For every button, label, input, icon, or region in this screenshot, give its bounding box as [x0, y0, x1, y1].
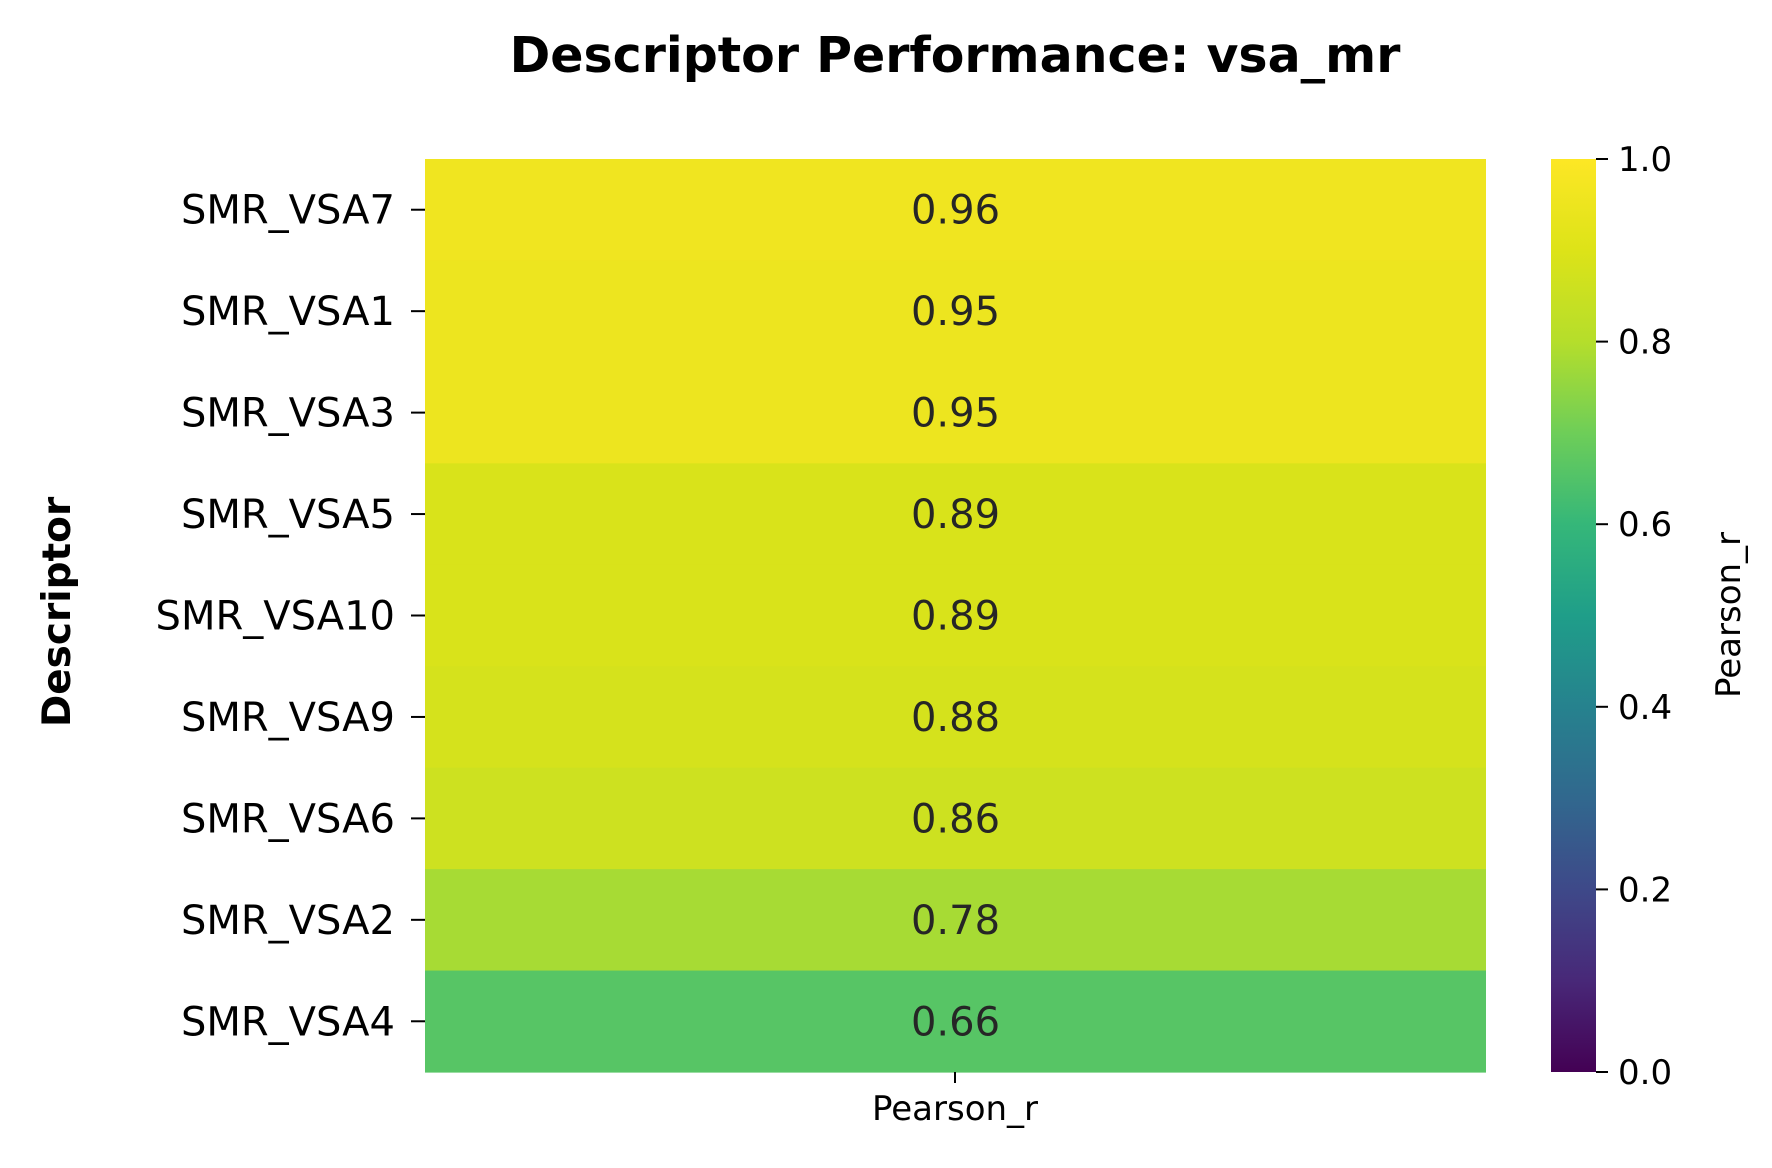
row-label: SMR_VSA4 [181, 999, 395, 1045]
cell-value-label: 0.96 [911, 188, 1000, 234]
heatmap-cell [425, 767, 1486, 870]
heatmap-cell [425, 159, 1486, 262]
heatmap-cells: 0.96 0.95 0.95 0.89 0.89 0.88 0.86 0.78 0.66 [425, 159, 1486, 1073]
colorbar [1551, 159, 1596, 1072]
colorbar-tick-label: 0.8 [1618, 323, 1672, 363]
heatmap-cell [425, 564, 1486, 667]
row-label: SMR_VSA1 [181, 289, 395, 335]
colorbar-tick-label: 0.6 [1618, 505, 1672, 545]
row-label: SMR_VSA5 [181, 492, 395, 538]
x-tick-label: Pearson_r [872, 1089, 1038, 1129]
colorbar-tick-label: 1.0 [1618, 140, 1672, 180]
heatmap-cell [425, 869, 1486, 972]
colorbar-ticks: 0.0 0.2 0.4 0.6 0.8 1.0 [1596, 140, 1672, 1093]
row-label: SMR_VSA2 [181, 898, 395, 944]
cell-value-label: 0.95 [911, 391, 1000, 437]
colorbar-tick-label: 0.0 [1618, 1053, 1672, 1093]
row-label: SMR_VSA3 [181, 391, 395, 437]
colorbar-label: Pearson_r [1709, 532, 1749, 698]
row-label: SMR_VSA9 [181, 695, 395, 741]
cell-value-label: 0.78 [911, 898, 1000, 944]
chart-title: Descriptor Performance: vsa_mr [510, 27, 1402, 84]
heatmap-cell [425, 260, 1486, 363]
heatmap-cell [425, 970, 1486, 1073]
cell-value-label: 0.89 [911, 594, 1000, 640]
y-axis-label: Descriptor [35, 496, 80, 727]
cell-value-label: 0.95 [911, 289, 1000, 335]
row-label: SMR_VSA6 [181, 796, 395, 842]
cell-value-label: 0.86 [911, 796, 1000, 842]
colorbar-tick-label: 0.2 [1618, 870, 1672, 910]
row-label: SMR_VSA10 [156, 594, 395, 640]
colorbar-tick-label: 0.4 [1618, 688, 1672, 728]
cell-value-label: 0.66 [911, 999, 1000, 1045]
heatmap-cell [425, 463, 1486, 566]
heatmap-cell [425, 666, 1486, 769]
cell-value-label: 0.88 [911, 695, 1000, 741]
row-label: SMR_VSA7 [181, 188, 395, 234]
heatmap-cell [425, 361, 1486, 464]
cell-value-label: 0.89 [911, 492, 1000, 538]
row-labels: SMR_VSA7 SMR_VSA1 SMR_VSA3 SMR_VSA5 SMR_VSA1… [156, 188, 425, 1045]
